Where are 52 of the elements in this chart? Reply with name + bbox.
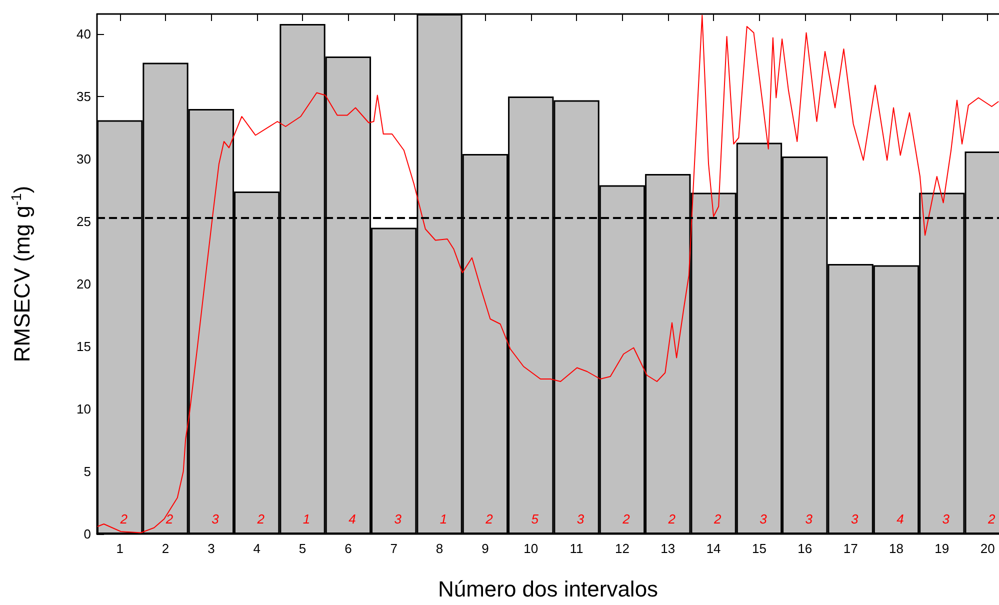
annotation: 2 xyxy=(256,512,266,526)
x-tick-label: 4 xyxy=(253,541,260,556)
x-tick-label: 11 xyxy=(570,541,584,556)
x-tick-label: 20 xyxy=(980,541,995,556)
x-tick-label: 9 xyxy=(482,541,489,556)
annotation: 1 xyxy=(440,512,448,526)
y-tick-label: 0 xyxy=(84,526,91,542)
x-tick-label: 5 xyxy=(298,541,306,556)
x-tick-label: 2 xyxy=(162,541,170,556)
x-tick-label: 13 xyxy=(660,541,676,556)
x-tick-label: 19 xyxy=(934,541,950,556)
annotation: 2 xyxy=(622,512,631,526)
x-tick-label: 16 xyxy=(798,541,812,556)
annotation: 2 xyxy=(484,512,494,526)
y-tick-label: 35 xyxy=(76,89,91,104)
y-tick-label: 5 xyxy=(84,464,91,479)
x-tick-label: 1 xyxy=(116,541,124,556)
annotation: 2 xyxy=(119,512,128,526)
annotation: 2 xyxy=(712,512,722,526)
y-tick-label: 15 xyxy=(76,339,91,354)
annotation: 3 xyxy=(805,512,814,526)
x-tick-label: 10 xyxy=(524,541,538,556)
annotation: 3 xyxy=(850,512,859,526)
y-tick-label: 30 xyxy=(76,152,91,166)
y-tick-label: 10 xyxy=(76,402,91,416)
annotation: 3 xyxy=(942,512,950,526)
annotation: 4 xyxy=(896,512,904,526)
x-tick-label: 17 xyxy=(843,541,858,556)
annotation: 2 xyxy=(986,512,996,526)
line-series xyxy=(96,14,999,534)
annotation: 5 xyxy=(531,512,540,526)
annotation: 3 xyxy=(576,512,585,526)
y-tick-label: 40 xyxy=(76,26,91,42)
x-tick-label: 7 xyxy=(390,541,398,556)
annotation: 1 xyxy=(302,512,310,526)
y-axis-title: RMSECV (mg g-1) xyxy=(8,186,34,362)
x-tick-label: 8 xyxy=(436,541,444,556)
x-tick-label: 14 xyxy=(706,541,721,556)
x-tick-label: 15 xyxy=(752,541,766,556)
annotation: 3 xyxy=(212,512,220,526)
x-tick-label: 6 xyxy=(344,541,352,556)
x-tick-label: 3 xyxy=(208,541,215,556)
y-tick-label: 25 xyxy=(76,214,91,229)
annotation: 3 xyxy=(760,512,768,526)
annotation: 2 xyxy=(164,512,174,526)
x-tick-label: 12 xyxy=(614,541,630,556)
annotation: 3 xyxy=(394,512,402,526)
x-axis-title: Número dos intervalos xyxy=(438,576,658,602)
annotation: 2 xyxy=(667,512,676,526)
x-tick-label: 18 xyxy=(889,541,904,556)
y-tick-label: 20 xyxy=(76,276,91,292)
annotation: 4 xyxy=(348,512,356,526)
